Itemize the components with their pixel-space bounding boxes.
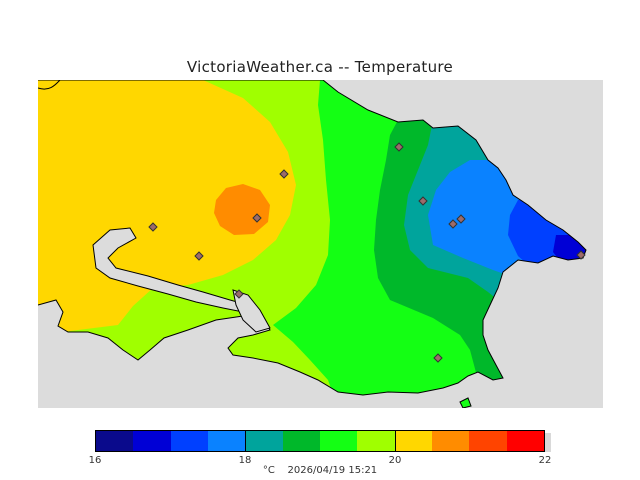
station-marker[interactable]	[456, 214, 466, 224]
inlet-gorge	[92, 227, 249, 313]
legend-bin	[170, 431, 208, 451]
legend-footer: °C 2026/04/19 15:21	[0, 465, 640, 476]
island-1	[459, 397, 472, 408]
station-marker[interactable]	[433, 353, 443, 363]
station-marker[interactable]	[252, 213, 262, 223]
legend-timestamp: 2026/04/19 15:21	[287, 465, 378, 476]
station-marker[interactable]	[194, 251, 204, 261]
legend-bin	[431, 431, 470, 451]
band-20_5-21	[214, 184, 270, 235]
legend-bin	[506, 431, 544, 451]
legend-bin	[207, 431, 246, 451]
legend-tick-label: 20	[388, 455, 402, 466]
legend-bin	[133, 431, 171, 451]
temperature-legend	[95, 430, 545, 452]
legend-tick-label: 22	[538, 455, 552, 466]
island-2	[38, 80, 61, 90]
temperature-map	[38, 80, 603, 408]
station-marker[interactable]	[418, 196, 428, 206]
band-16_5-17	[553, 235, 586, 265]
station-marker[interactable]	[279, 169, 289, 179]
legend-tick-mark	[245, 430, 246, 452]
station-marker[interactable]	[234, 289, 244, 299]
legend-bin	[394, 431, 432, 451]
legend-shadow	[545, 433, 551, 452]
map-title: VictoriaWeather.ca -- Temperature	[186, 58, 454, 76]
station-marker[interactable]	[394, 142, 404, 152]
weather-stations	[148, 142, 586, 363]
legend-tick-label: 18	[238, 455, 252, 466]
legend-tick-mark	[395, 430, 396, 452]
legend-bin	[96, 431, 134, 451]
legend-unit: °C	[262, 465, 275, 476]
station-marker[interactable]	[576, 250, 586, 260]
legend-bin	[245, 431, 283, 451]
legend-bin	[469, 431, 507, 451]
coastline	[38, 80, 587, 396]
inlet-harbour	[232, 289, 271, 333]
legend-bin	[319, 431, 358, 451]
station-marker[interactable]	[448, 219, 458, 229]
station-marker[interactable]	[148, 222, 158, 232]
legend-bin	[357, 431, 395, 451]
legend-tick-label: 16	[88, 455, 102, 466]
legend-bin	[282, 431, 320, 451]
